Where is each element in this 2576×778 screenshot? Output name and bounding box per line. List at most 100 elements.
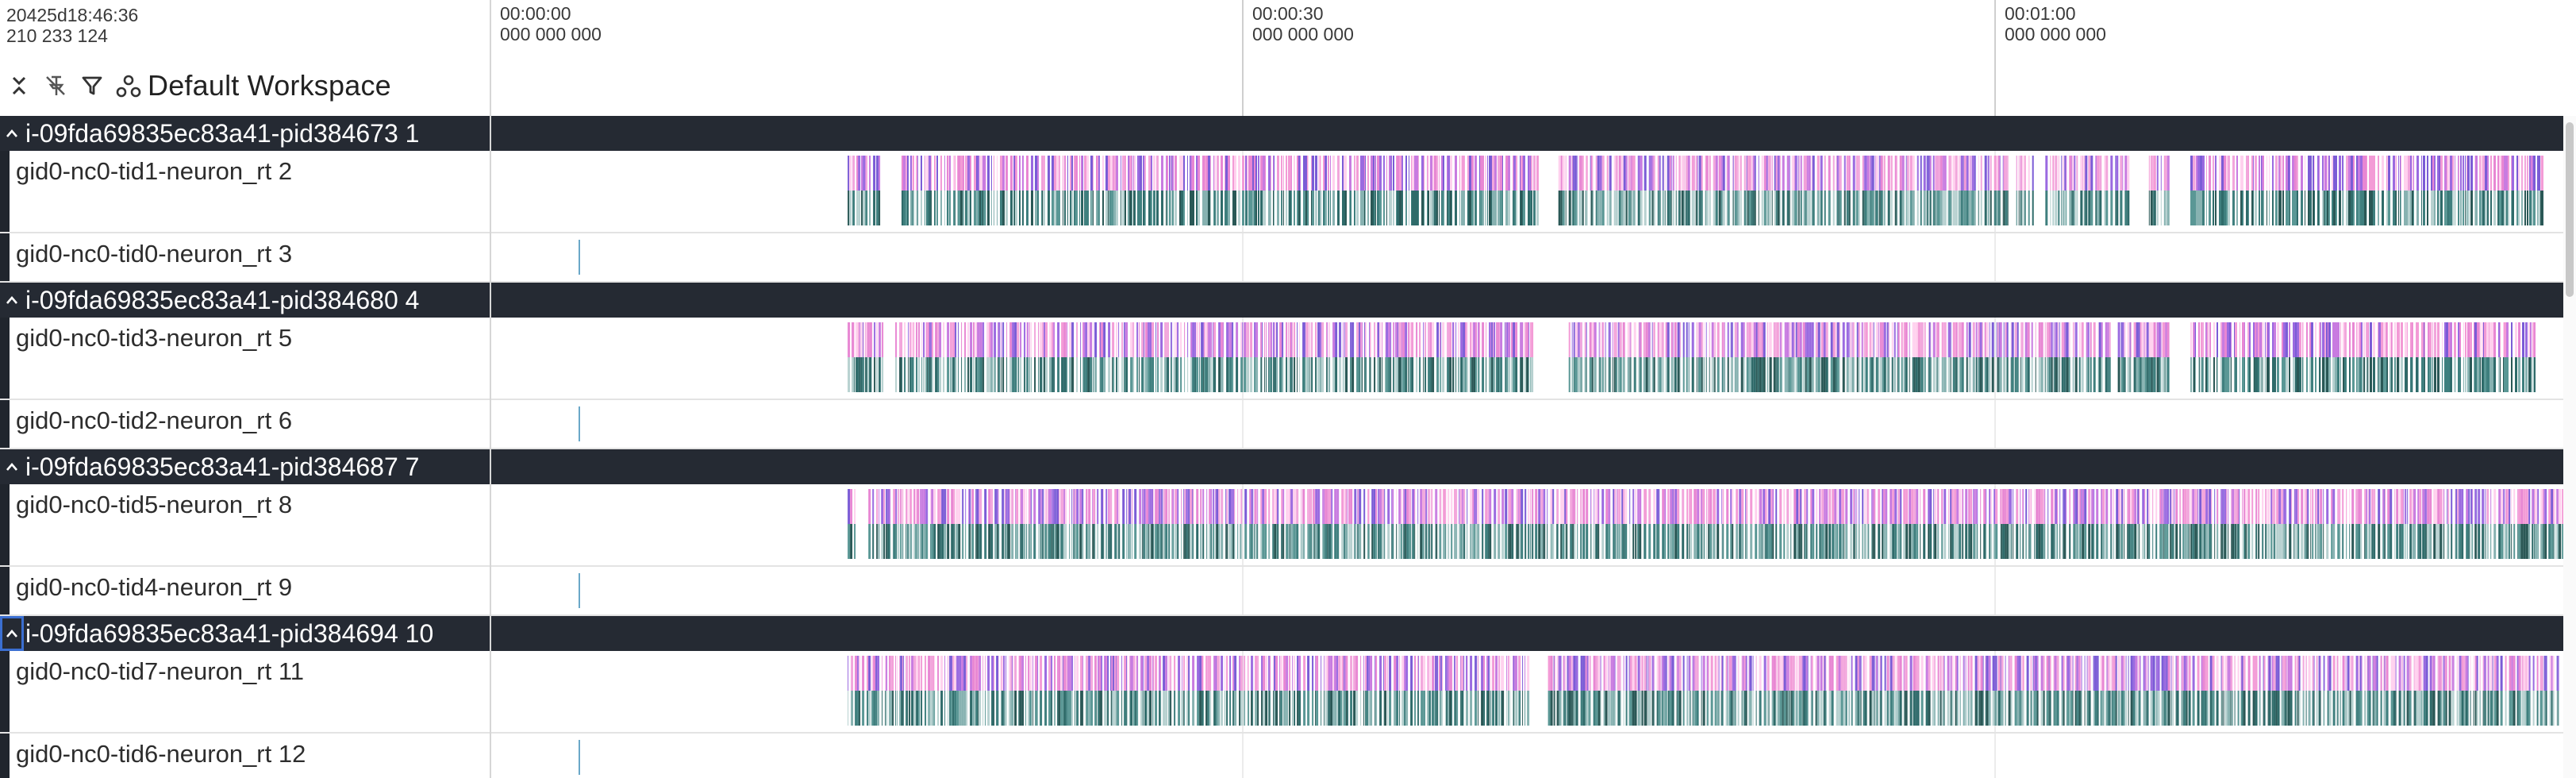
trace-slice[interactable]	[1811, 156, 1813, 191]
trace-slice[interactable]	[1113, 156, 1116, 191]
trace-slice[interactable]	[1344, 489, 1346, 524]
trace-slice[interactable]	[1172, 489, 1175, 524]
trace-slice[interactable]	[1863, 322, 1866, 357]
trace-slice[interactable]	[2470, 191, 2473, 225]
trace-slice[interactable]	[1218, 357, 1221, 392]
trace-slice[interactable]	[1468, 156, 1469, 191]
trace-slice[interactable]	[2319, 322, 2320, 357]
trace-slice[interactable]	[1366, 322, 1367, 357]
trace-slice[interactable]	[1009, 357, 1013, 392]
trace-slice[interactable]	[1601, 322, 1604, 357]
trace-slice[interactable]	[1953, 489, 1955, 524]
trace-slice[interactable]	[2390, 489, 2393, 524]
trace-slice[interactable]	[1184, 656, 1186, 691]
trace-slice[interactable]	[1966, 322, 1968, 357]
trace-slice[interactable]	[2293, 357, 2295, 392]
trace-slice[interactable]	[959, 691, 962, 726]
trace-slice[interactable]	[1229, 322, 1232, 357]
trace-slice[interactable]	[1508, 656, 1509, 691]
trace-slice[interactable]	[1073, 524, 1075, 559]
trace-slice[interactable]	[2031, 322, 2033, 357]
trace-slice[interactable]	[2370, 191, 2373, 225]
trace-slice[interactable]	[1671, 322, 1673, 357]
trace-slice[interactable]	[1653, 357, 1655, 392]
trace-slice[interactable]	[1458, 322, 1460, 357]
trace-slice[interactable]	[2399, 322, 2400, 357]
trace-slice[interactable]	[1674, 357, 1677, 392]
trace-slice[interactable]	[905, 524, 907, 559]
trace-slice[interactable]	[1947, 191, 1949, 225]
trace-slice[interactable]	[1462, 524, 1464, 559]
trace-slice[interactable]	[929, 191, 931, 225]
trace-slice[interactable]	[1277, 489, 1279, 524]
process-group-header[interactable]: i-09fda69835ec83a41-pid384673 1	[0, 116, 2563, 151]
trace-slice[interactable]	[2065, 322, 2067, 357]
trace-slice[interactable]	[1459, 191, 1460, 225]
trace-slice[interactable]	[2143, 322, 2145, 357]
trace-slice[interactable]	[1474, 191, 1477, 225]
trace-slice[interactable]	[1320, 357, 1322, 392]
trace-slice[interactable]	[2358, 489, 2361, 524]
trace-slice[interactable]	[1124, 322, 1125, 357]
trace-slice[interactable]	[921, 489, 924, 524]
trace-slice[interactable]	[2274, 322, 2276, 357]
trace-slice[interactable]	[910, 191, 912, 225]
trace-slice[interactable]	[915, 489, 917, 524]
trace-slice[interactable]	[2309, 357, 2311, 392]
trace-slice[interactable]	[1253, 156, 1254, 191]
trace-slice[interactable]	[852, 191, 855, 225]
trace-slice[interactable]	[2558, 524, 2559, 559]
trace-slice[interactable]	[1103, 322, 1106, 357]
trace-slice[interactable]	[1261, 322, 1263, 357]
trace-slice[interactable]	[967, 322, 970, 357]
trace-slice[interactable]	[909, 524, 912, 559]
trace-slice[interactable]	[2023, 489, 2024, 524]
trace-slice[interactable]	[1344, 322, 1346, 357]
trace-slice[interactable]	[2304, 524, 2306, 559]
trace-slice[interactable]	[863, 156, 866, 191]
trace-slice[interactable]	[2337, 489, 2340, 524]
trace-slice[interactable]	[974, 191, 976, 225]
trace-slice[interactable]	[916, 691, 919, 726]
trace-slice[interactable]	[1282, 322, 1284, 357]
trace-slice[interactable]	[2373, 524, 2376, 559]
trace-slice[interactable]	[1256, 489, 1258, 524]
trace-slice[interactable]	[1288, 524, 1290, 559]
trace-slice[interactable]	[1442, 656, 1444, 691]
trace-slice[interactable]	[2421, 191, 2422, 225]
trace-slice[interactable]	[1958, 156, 1961, 191]
trace-slice[interactable]	[2534, 322, 2536, 357]
trace-slice[interactable]	[2309, 322, 2311, 357]
trace-slice[interactable]	[2005, 357, 2007, 392]
trace-slice[interactable]	[1538, 489, 1541, 524]
trace-slice[interactable]	[1274, 191, 1275, 225]
trace-slice[interactable]	[2297, 524, 2300, 559]
trace-slice[interactable]	[1474, 656, 1478, 691]
trace-slice[interactable]	[1629, 357, 1631, 392]
trace-slice[interactable]	[2499, 156, 2501, 191]
trace-slice[interactable]	[1628, 191, 1631, 225]
trace-slice[interactable]	[873, 191, 876, 225]
trace-slice[interactable]	[2274, 357, 2276, 392]
trace-slice[interactable]	[1767, 357, 1768, 392]
trace-slice[interactable]	[1350, 489, 1353, 524]
trace-slice[interactable]	[2226, 524, 2228, 559]
trace-slice[interactable]	[1798, 156, 1800, 191]
trace-slice[interactable]	[1550, 489, 1552, 524]
trace-slice[interactable]	[886, 489, 888, 524]
trace-slice[interactable]	[1798, 191, 1800, 225]
trace-slice[interactable]	[2463, 156, 2464, 191]
trace-slice[interactable]	[1791, 357, 1794, 392]
trace-slice[interactable]	[1973, 489, 1974, 524]
trace-slice[interactable]	[1886, 322, 1889, 357]
trace-slice[interactable]	[1739, 524, 1741, 559]
trace-slice[interactable]	[2486, 524, 2489, 559]
trace-slice[interactable]	[1448, 156, 1450, 191]
trace-slice[interactable]	[1768, 191, 1771, 225]
trace-slice[interactable]	[1475, 524, 1478, 559]
trace-slice[interactable]	[1669, 191, 1671, 225]
trace-slice[interactable]	[1913, 489, 1917, 524]
trace-slice[interactable]	[1574, 156, 1577, 191]
trace-slice[interactable]	[2098, 357, 2101, 392]
chevron-up-icon[interactable]	[0, 616, 24, 651]
